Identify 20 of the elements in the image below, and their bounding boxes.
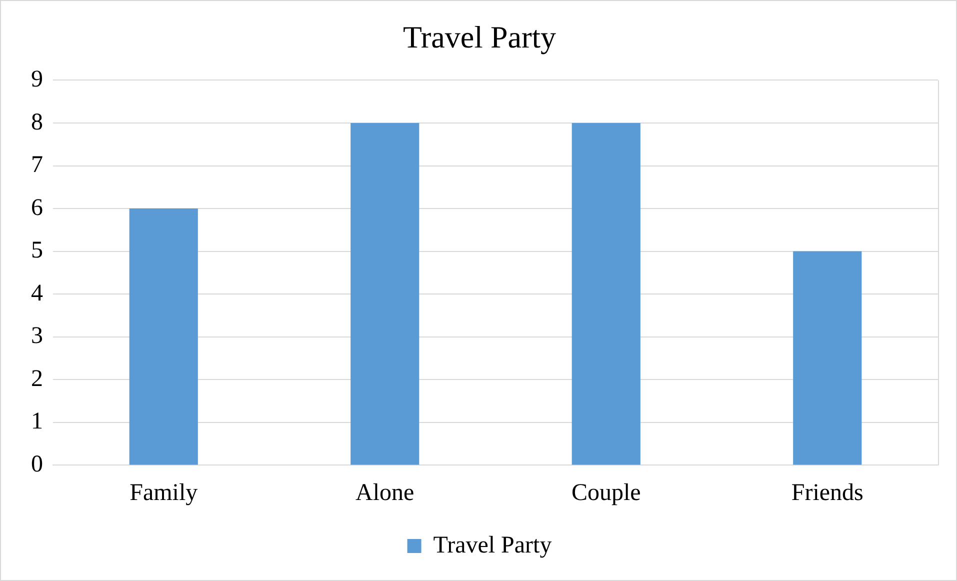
y-tick-label: 1	[31, 408, 43, 435]
bar	[793, 251, 862, 465]
chart-title: Travel Party	[403, 20, 556, 55]
legend-label: Travel Party	[433, 532, 552, 558]
y-tick-label: 8	[31, 109, 43, 136]
y-tick-label: 0	[31, 451, 43, 478]
x-tick-label: Friends	[791, 480, 864, 506]
y-tick-label: 9	[31, 66, 43, 92]
x-tick-label: Family	[130, 480, 198, 506]
y-tick-label: 6	[31, 194, 43, 221]
bar	[572, 122, 640, 465]
y-tick-label: 4	[31, 280, 43, 306]
y-tick-label: 7	[31, 152, 43, 178]
bar	[129, 208, 198, 465]
y-tick-label: 2	[31, 366, 43, 392]
bar	[350, 122, 420, 465]
y-tick-label: 3	[31, 323, 43, 350]
x-tick-label: Couple	[571, 480, 641, 506]
y-tick-label: 5	[31, 238, 43, 264]
x-tick-label: Alone	[356, 480, 414, 506]
